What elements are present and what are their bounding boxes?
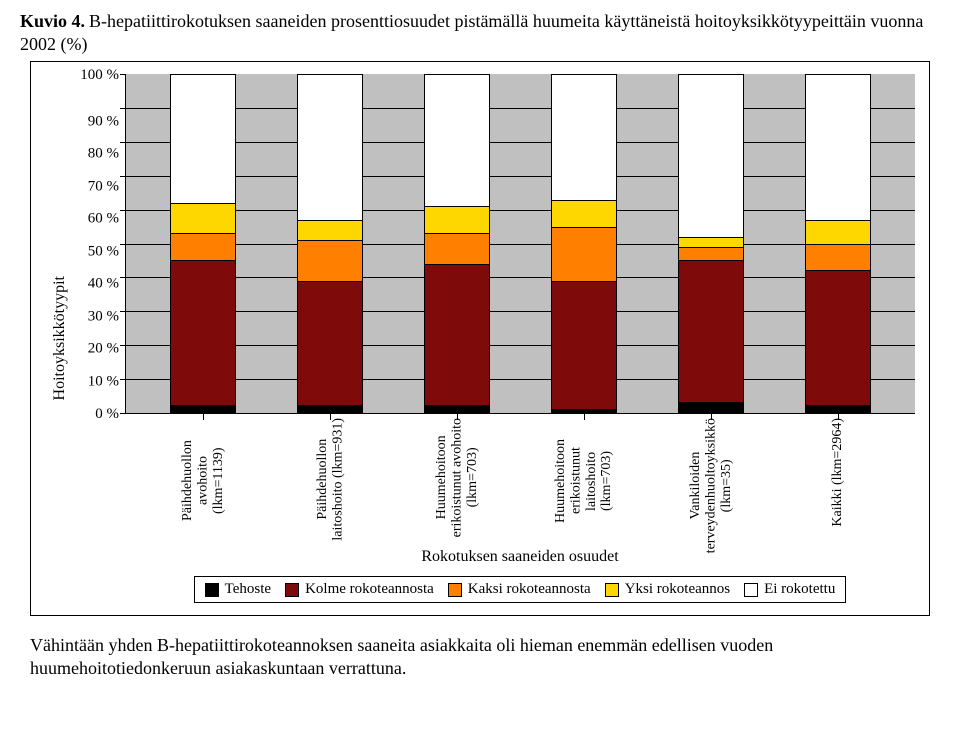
legend-label: Tehoste — [225, 581, 271, 598]
bar-segment-ei — [425, 75, 489, 206]
legend-swatch — [285, 583, 299, 597]
x-label-cell: Päihdehuollon avohoito (lkm=1139) — [170, 418, 236, 544]
bar-segment-kolme — [552, 281, 616, 409]
bar-segment-tehoste — [552, 409, 616, 412]
y-tick-label: 90 % — [69, 114, 119, 129]
legend-item-kaksi: Kaksi rokoteannosta — [448, 581, 591, 598]
stacked-bar — [805, 74, 871, 413]
bar-segment-tehoste — [679, 402, 743, 412]
bar-segment-tehoste — [806, 405, 870, 412]
y-tick-label: 10 % — [69, 374, 119, 389]
legend-label: Kaksi rokoteannosta — [468, 581, 591, 598]
bar-segment-kaksi — [806, 244, 870, 271]
x-axis-labels: Päihdehuollon avohoito (lkm=1139) Päihdeh… — [125, 414, 915, 544]
bar-segment-yksi — [171, 203, 235, 233]
stacked-bar — [170, 74, 236, 413]
x-axis-category-label: Päihdehuollon avohoito (lkm=1139) — [180, 418, 226, 544]
legend-swatch — [448, 583, 462, 597]
bar-segment-kaksi — [552, 227, 616, 281]
x-label-cell: Huumehoitoon erikoistunut avohoito (lkm=… — [424, 418, 490, 544]
x-label-cell: Päihdehuollon laitoshoito (lkm=931) — [297, 418, 363, 544]
bar-segment-ei — [171, 75, 235, 203]
bar-segment-yksi — [425, 206, 489, 233]
bar-segment-kolme — [806, 270, 870, 405]
bar-segment-kolme — [171, 260, 235, 405]
stacked-bar — [678, 74, 744, 413]
y-tick-label: 60 % — [69, 212, 119, 227]
figure-number: Kuvio 4. — [20, 11, 85, 31]
x-axis-category-label: Vankiloiden terveydenhuoltoyksikkö (lkm=… — [688, 418, 734, 553]
legend-label: Yksi rokoteannos — [625, 581, 730, 598]
y-tick-label: 20 % — [69, 342, 119, 357]
x-label-cell: Kaikki (lkm=2964) — [805, 418, 871, 544]
bar-segment-kaksi — [298, 240, 362, 280]
bar-segment-tehoste — [171, 405, 235, 412]
x-axis-category-label: Kaikki (lkm=2964) — [830, 418, 845, 527]
bar-segment-tehoste — [298, 405, 362, 412]
bar-segment-yksi — [806, 220, 870, 244]
plot-wrap: Päihdehuollon avohoito (lkm=1139) Päihdeh… — [125, 74, 915, 603]
legend-item-yksi: Yksi rokoteannos — [605, 581, 730, 598]
chart-inner: Hoitoyksikkötyypit 100 %90 %80 %70 %60 %… — [45, 74, 915, 603]
x-axis-category-label: Huumehoitoon erikoistunut avohoito (lkm=… — [434, 418, 480, 537]
bar-segment-yksi — [552, 200, 616, 227]
plot-area — [125, 74, 915, 414]
legend: Tehoste Kolme rokoteannosta Kaksi rokotean… — [194, 576, 847, 603]
bar-segment-kolme — [425, 264, 489, 406]
figure-caption: Vähintään yhden B-hepatiittirokoteannoks… — [30, 634, 930, 681]
legend-item-ei: Ei rokotettu — [744, 581, 835, 598]
chart-container: Hoitoyksikkötyypit 100 % 90 % 80 % 70 % 60 %… — [30, 61, 930, 616]
x-axis-title: Rokotuksen saaneiden osuudet — [125, 544, 915, 566]
figure-title: Kuvio 4. B-hepatiittirokotuksen saaneide… — [20, 10, 940, 55]
y-tick-label: 40 % — [69, 277, 119, 292]
y-axis-ticks: 100 %90 %80 %70 %60 %50 %40 %30 %20 %10 … — [69, 74, 125, 414]
legend-swatch — [744, 583, 758, 597]
x-label-cell: Vankiloiden terveydenhuoltoyksikkö (lkm=… — [678, 418, 744, 544]
y-tick-label: 80 % — [69, 147, 119, 162]
x-axis-category-label: Päihdehuollon laitoshoito (lkm=931) — [315, 418, 346, 541]
legend-item-tehoste: Tehoste — [205, 581, 271, 598]
legend-label: Ei rokotettu — [764, 581, 835, 598]
figure-title-text: B-hepatiittirokotuksen saaneiden prosent… — [20, 11, 923, 54]
bar-segment-ei — [552, 75, 616, 200]
y-tick-label: 70 % — [69, 179, 119, 194]
bar-segment-kolme — [298, 281, 362, 406]
legend-item-kolme: Kolme rokoteannosta — [285, 581, 434, 598]
bar-segment-kaksi — [425, 233, 489, 263]
y-axis-label: Hoitoyksikkötyypit — [45, 276, 69, 400]
bar-segment-kaksi — [679, 247, 743, 260]
y-tick-label: 100 % — [69, 68, 119, 83]
stacked-bar — [297, 74, 363, 413]
bar-segment-kolme — [679, 260, 743, 402]
legend-label: Kolme rokoteannosta — [305, 581, 434, 598]
bar-segment-tehoste — [425, 405, 489, 412]
page: Kuvio 4. B-hepatiittirokotuksen saaneide… — [0, 0, 960, 755]
bar-segment-ei — [806, 75, 870, 220]
bar-segment-ei — [679, 75, 743, 237]
y-tick-label: 0 % — [69, 407, 119, 422]
y-tick-label: 30 % — [69, 309, 119, 324]
bar-segment-yksi — [679, 237, 743, 247]
x-label-cell: Huumehoitoon erikoistunut laitoshoito (l… — [551, 418, 617, 544]
x-axis-category-label: Huumehoitoon erikoistunut laitoshoito (l… — [553, 418, 615, 544]
stacked-bar — [551, 74, 617, 413]
legend-swatch — [205, 583, 219, 597]
bar-segment-yksi — [298, 220, 362, 240]
legend-swatch — [605, 583, 619, 597]
bars-group — [140, 74, 901, 413]
y-tick-label: 50 % — [69, 244, 119, 259]
bar-segment-kaksi — [171, 233, 235, 260]
bar-segment-ei — [298, 75, 362, 220]
stacked-bar — [424, 74, 490, 413]
